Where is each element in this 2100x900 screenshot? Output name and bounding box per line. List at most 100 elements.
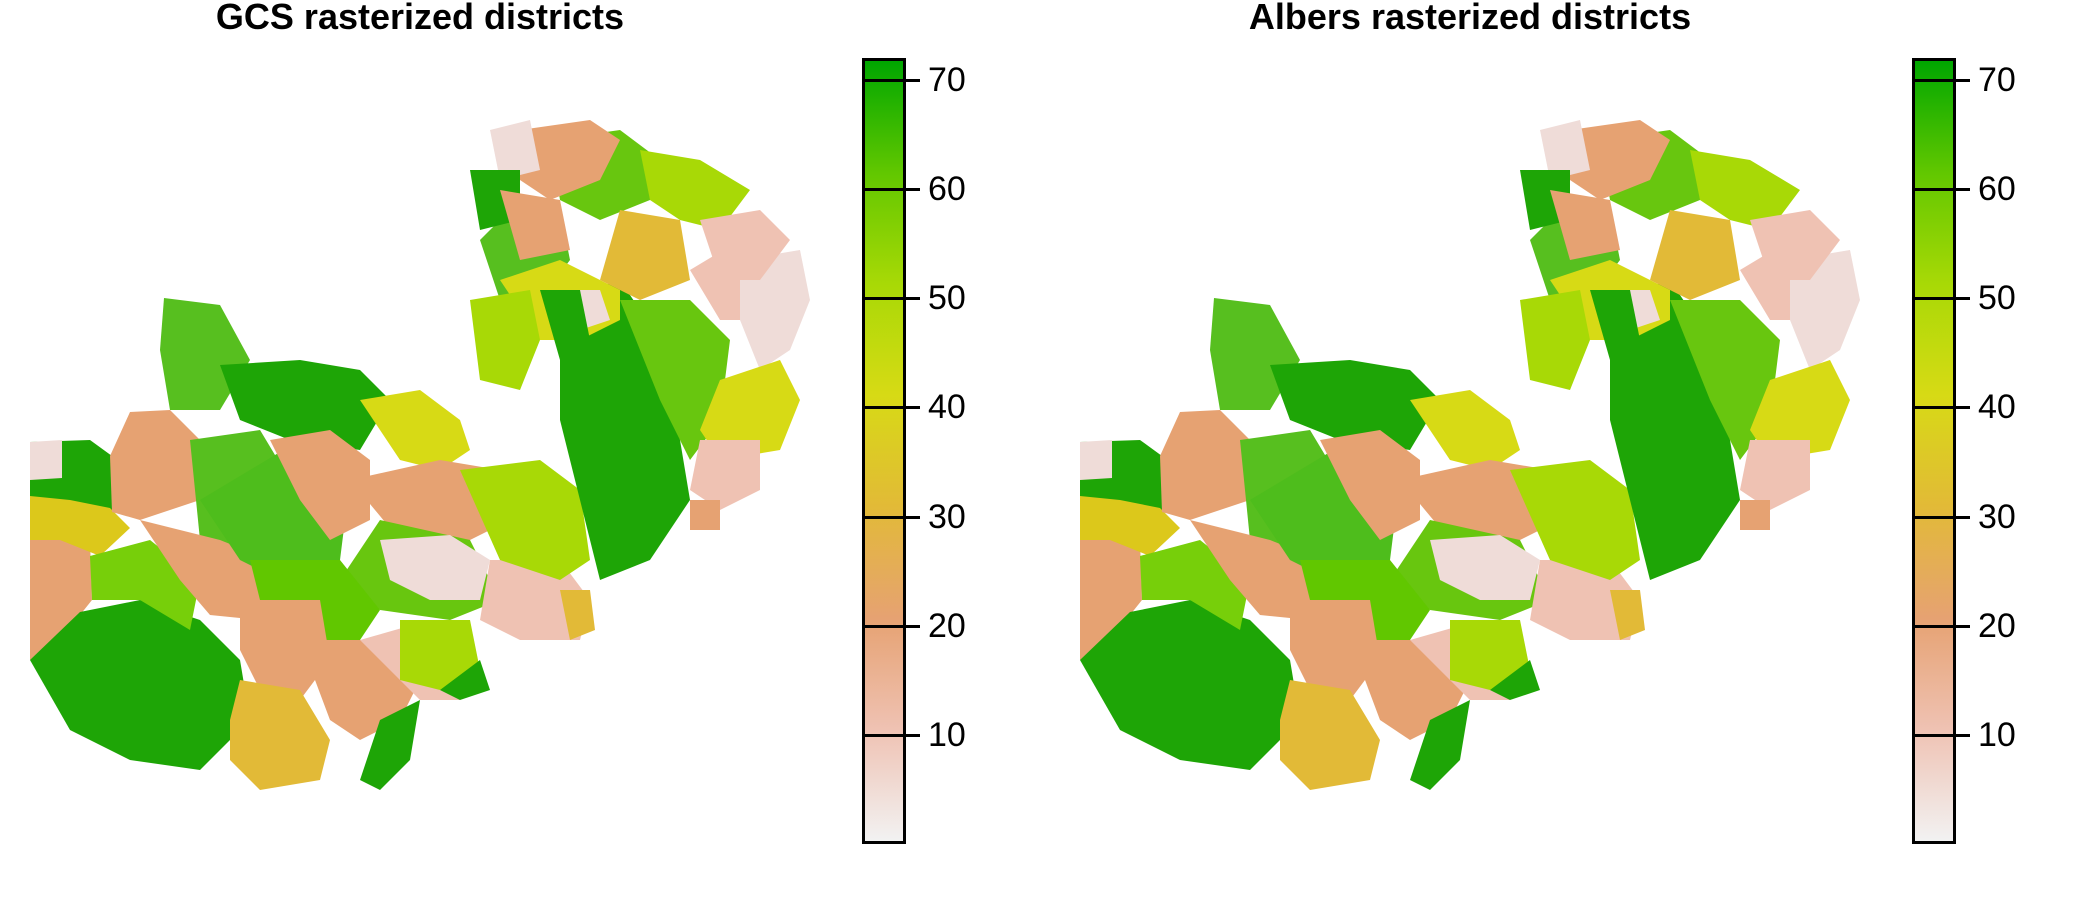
district-south [1280,680,1380,790]
district-southern-tail [360,700,420,790]
district-central-east [1510,460,1640,580]
district-far-west [1080,440,1112,480]
district-south [230,680,330,790]
legend-tick-mark [906,406,920,410]
district-northeast-11 [1650,210,1740,300]
district-north-west-3 [220,360,390,450]
district-south-east [440,660,490,700]
legend-tick-mark [1956,297,1970,301]
district-northeast-10 [640,150,750,230]
district-northeast-11 [600,210,690,300]
legend-tick-mark [906,624,920,628]
district-south-4 [400,620,480,690]
district-northeast-12 [500,190,570,260]
albers-map-panel: Albers rasterized districts [1050,0,2100,900]
district-centre-2 [1320,430,1420,540]
gcs-map-panel: GCS rasterized districts [30,0,1042,858]
albers-legend-colorbar [1912,58,1956,844]
district-south-4 [1450,620,1530,690]
legend-tick-mark [906,188,920,191]
legend-tick-label: 70 [928,60,966,99]
district-northeast-10 [1690,150,1800,230]
legend-tick-label: 60 [1978,170,2016,208]
legend-tick-label: 40 [1978,388,2016,427]
district-northeast-8 [1540,120,1590,180]
legend-tick-label: 70 [1978,60,2016,99]
legend-tick-label: 10 [928,715,966,754]
legend-tick-mark [906,515,920,519]
legend-grid-line [862,624,906,628]
legend-tick-mark [906,733,920,737]
district-east-centre-2 [1610,590,1645,640]
legend-grid-line [1912,733,1956,737]
gcs-map-title: GCS rasterized districts [215,0,625,37]
district-northeast-3 [470,290,540,390]
legend-grid-line [1912,188,1956,191]
district-southwest [1080,600,1300,770]
district-east-7 [690,500,720,530]
albers-district-raster-map [1080,120,1860,790]
district-southwest [30,600,250,770]
legend-grid-line [862,406,906,410]
district-lusaka [380,535,490,600]
district-north-west-3 [1270,360,1440,450]
district-east-6 [1740,440,1810,510]
district-east-5 [700,360,800,460]
legend-grid-line [1912,78,1956,82]
district-east-centre [1530,560,1640,640]
legend-tick-mark [906,297,920,301]
legend-grid-line [1912,515,1956,519]
legend-tick-label: 50 [1978,279,2016,318]
district-northeast-8 [490,120,540,180]
district-west-mid [30,496,130,556]
legend-grid-line [1912,406,1956,410]
district-west-mid [1080,496,1180,556]
district-centre-3 [360,390,470,470]
albers-legend: 10 20 30 40 50 60 70 [1912,58,2092,858]
legend-grid-line [862,733,906,737]
district-southern-tail [1410,700,1470,790]
district-east-centre-2 [560,590,595,640]
legend-grid-line [862,297,906,301]
district-northeast-12 [1550,190,1620,260]
district-northeast-5 [1590,290,1640,360]
district-northeast-3 [1520,290,1590,390]
district-central-west [1190,520,1320,620]
legend-tick-mark [1956,515,1970,519]
gcs-districts [30,120,810,790]
district-east-6 [690,440,760,510]
legend-grid-line [1912,297,1956,301]
legend-tick-mark [1956,188,1970,191]
legend-grid-line [1912,624,1956,628]
gcs-district-raster-map [30,120,810,790]
district-central-west [140,520,270,620]
district-south-centre [240,600,330,700]
district-west-centre [1160,410,1260,520]
district-east-7 [1740,500,1770,530]
legend-tick-mark [1956,406,1970,410]
gcs-legend: 10 20 30 40 50 60 70 [862,58,1042,858]
legend-tick-label: 30 [928,497,966,536]
legend-tick-label: 60 [928,170,966,208]
legend-tick-label: 20 [1978,606,2016,645]
district-far-northeast [700,210,790,280]
district-lusaka [1430,535,1540,600]
district-east-2 [620,300,730,460]
district-central-east [460,460,590,580]
district-far-northeast [1750,210,1840,280]
albers-map-title: Albers rasterized districts [1248,0,1692,37]
district-east-2 [1670,300,1780,460]
legend-grid-line [862,515,906,519]
legend-tick-label: 20 [928,606,966,645]
legend-tick-label: 10 [1978,715,2016,754]
district-east-5 [1750,360,1850,460]
district-northeast-5 [540,290,590,360]
gcs-legend-colorbar [862,58,906,844]
legend-tick-mark [1956,78,1970,82]
legend-tick-label: 50 [928,279,966,318]
legend-grid-line [862,188,906,191]
albers-districts [1080,120,1860,790]
district-east-centre [480,560,590,640]
legend-tick-mark [1956,733,1970,737]
district-far-west [30,440,62,480]
